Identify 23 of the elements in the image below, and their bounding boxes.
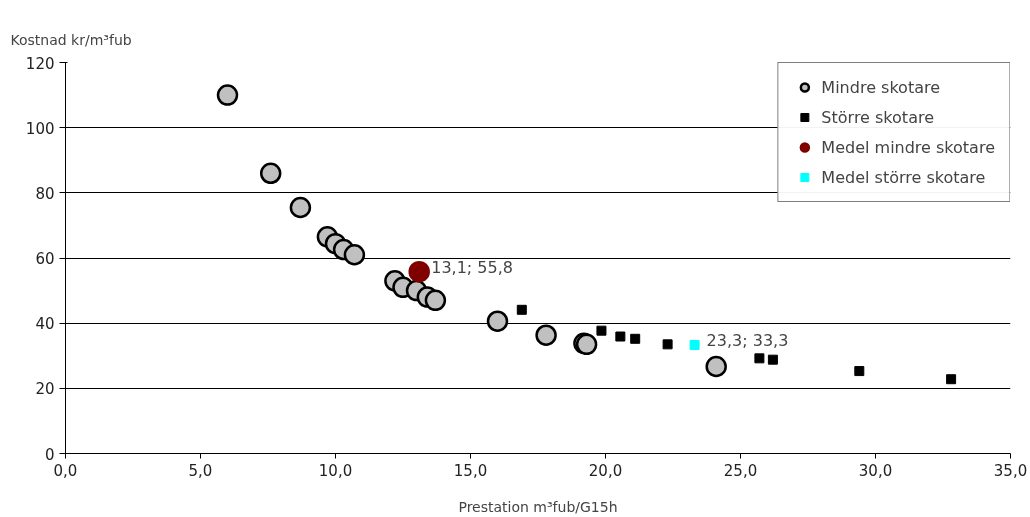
y-tick-label: 40 — [35, 315, 55, 334]
y-tick-label: 20 — [35, 380, 55, 399]
x-tick-label: 10,0 — [318, 461, 353, 480]
x-tick-label: 0,0 — [53, 461, 78, 480]
y-tick-label: 0 — [44, 445, 55, 464]
x-axis-title: Prestation m³fub/G15h — [458, 498, 618, 515]
x-tick-label: 25,0 — [723, 461, 758, 480]
legend-label: Större skotare — [821, 107, 934, 127]
y-tick-label: 100 — [25, 119, 55, 138]
legend-label: Mindre skotare — [821, 77, 941, 97]
x-tick-label: 20,0 — [588, 461, 623, 480]
x-tick-label: 35,0 — [993, 461, 1028, 480]
y-tick-label: 120 — [25, 54, 55, 73]
y-tick-label: 60 — [35, 250, 55, 268]
y-axis-title: Kostnad kr/m³fub — [10, 31, 132, 48]
x-tick-label: 15,0 — [453, 461, 488, 480]
legend-label: Medel större skotare — [821, 167, 986, 187]
y-tick-label: 80 — [35, 184, 55, 203]
x-tick-label: 30,0 — [858, 461, 893, 480]
annotation: 13,1; 55,8 — [431, 257, 513, 277]
legend-label: Medel mindre skotare — [821, 137, 995, 157]
annotation: 23,3; 33,3 — [706, 331, 789, 350]
x-tick-label: 5,0 — [188, 461, 213, 480]
